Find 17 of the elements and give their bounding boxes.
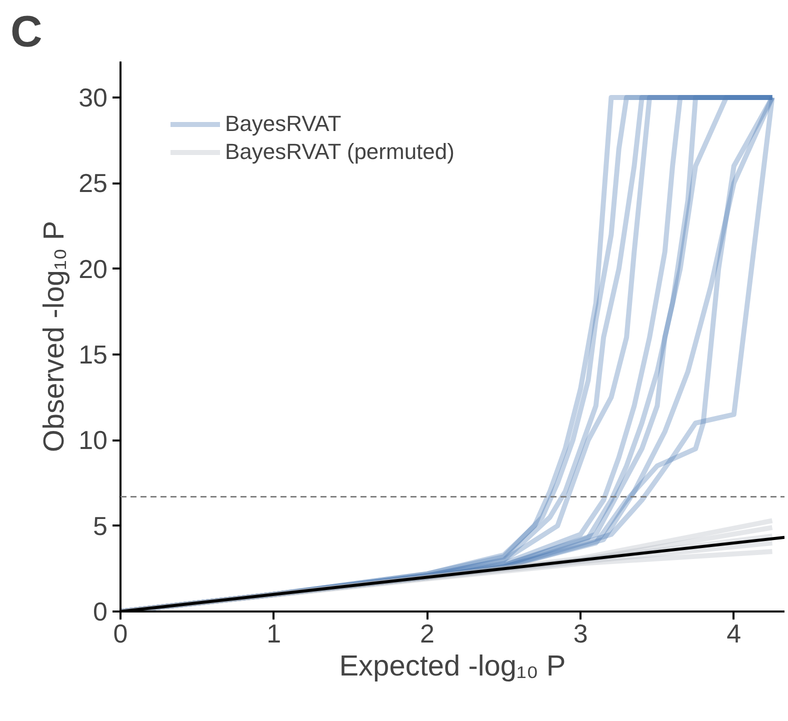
chart-title: C — [10, 8, 42, 56]
x-tick-label: 2 — [420, 618, 434, 648]
legend-label: BayesRVAT — [225, 111, 342, 137]
y-tick-label: 5 — [93, 510, 108, 541]
y-tick-label: 25 — [78, 168, 108, 198]
y-tick-label: 15 — [78, 339, 108, 370]
x-tick-label: 3 — [573, 618, 588, 648]
y-tick-label: 0 — [93, 596, 108, 626]
x-tick-label: 4 — [726, 618, 742, 648]
y-tick-label: 10 — [78, 425, 108, 456]
x-tick-label: 0 — [113, 618, 128, 648]
y-axis-title: Observed -log₁₀ P — [38, 220, 71, 452]
x-axis-title: Expected -log₁₀ P — [339, 650, 566, 682]
y-tick-label: 30 — [78, 82, 108, 112]
y-tick-label: 20 — [78, 254, 108, 284]
legend-label: BayesRVAT (permuted) — [225, 139, 454, 165]
x-tick-label: 1 — [266, 618, 282, 648]
